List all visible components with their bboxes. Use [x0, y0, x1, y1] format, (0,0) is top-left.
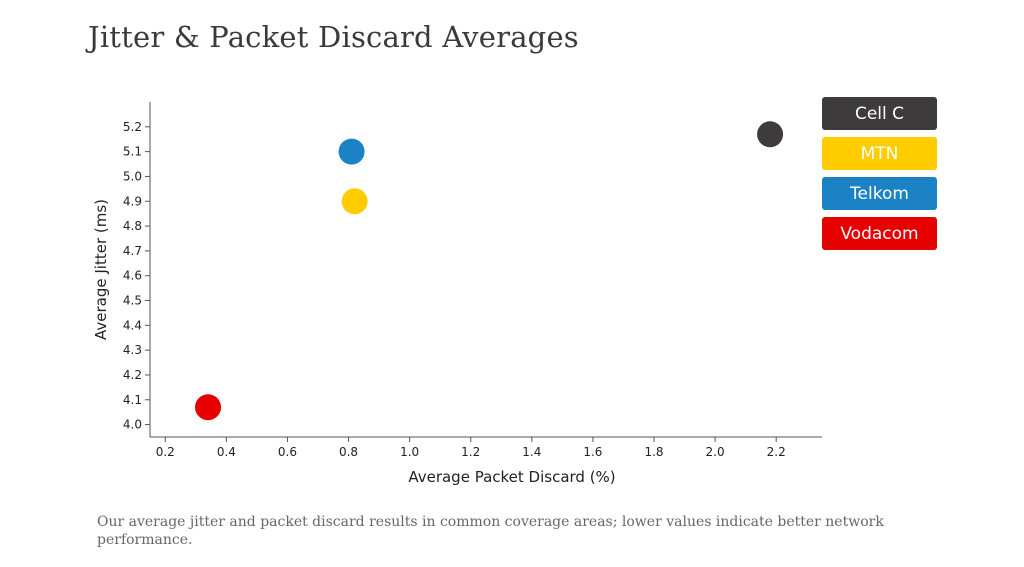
y-tick-label: 5.1 — [123, 145, 142, 159]
y-tick-label: 4.1 — [123, 393, 142, 407]
x-tick-label: 0.6 — [278, 445, 297, 459]
x-tick-label: 2.0 — [706, 445, 725, 459]
x-tick-label: 1.6 — [583, 445, 602, 459]
x-tick-label: 2.2 — [767, 445, 786, 459]
y-tick-label: 4.7 — [123, 244, 142, 258]
legend-item-vodacom: Vodacom — [822, 217, 937, 250]
data-point-mtn — [341, 188, 368, 215]
x-tick-label: 0.8 — [339, 445, 358, 459]
data-point-vodacom — [195, 394, 222, 421]
legend: Cell C MTN Telkom Vodacom — [822, 97, 937, 257]
chart-caption: Our average jitter and packet discard re… — [97, 514, 884, 548]
y-tick-label: 4.3 — [123, 343, 142, 357]
x-tick-label: 0.2 — [156, 445, 175, 459]
x-axis-label: Average Packet Discard (%) — [408, 468, 615, 486]
y-tick-label: 4.6 — [123, 269, 142, 283]
legend-item-telkom: Telkom — [822, 177, 937, 210]
y-axis-label: Average Jitter (ms) — [92, 199, 110, 340]
y-tick-label: 5.0 — [123, 169, 142, 183]
y-tick-label: 4.2 — [123, 368, 142, 382]
y-tick-label: 4.5 — [123, 294, 142, 308]
legend-item-cell-c: Cell C — [822, 97, 937, 130]
chart-title: Jitter & Packet Discard Averages — [88, 20, 579, 54]
y-tick-label: 5.2 — [123, 120, 142, 134]
x-tick-label: 0.4 — [217, 445, 236, 459]
y-tick-label: 4.9 — [123, 194, 142, 208]
x-tick-label: 1.8 — [644, 445, 663, 459]
x-tick-label: 1.4 — [522, 445, 541, 459]
x-tick-label: 1.2 — [461, 445, 480, 459]
y-tick-label: 4.0 — [123, 418, 142, 432]
data-point-cell-c — [757, 121, 784, 148]
x-tick-label: 1.0 — [400, 445, 419, 459]
data-point-telkom — [338, 138, 365, 165]
y-tick-label: 4.4 — [123, 318, 142, 332]
y-tick-label: 4.8 — [123, 219, 142, 233]
legend-item-mtn: MTN — [822, 137, 937, 170]
